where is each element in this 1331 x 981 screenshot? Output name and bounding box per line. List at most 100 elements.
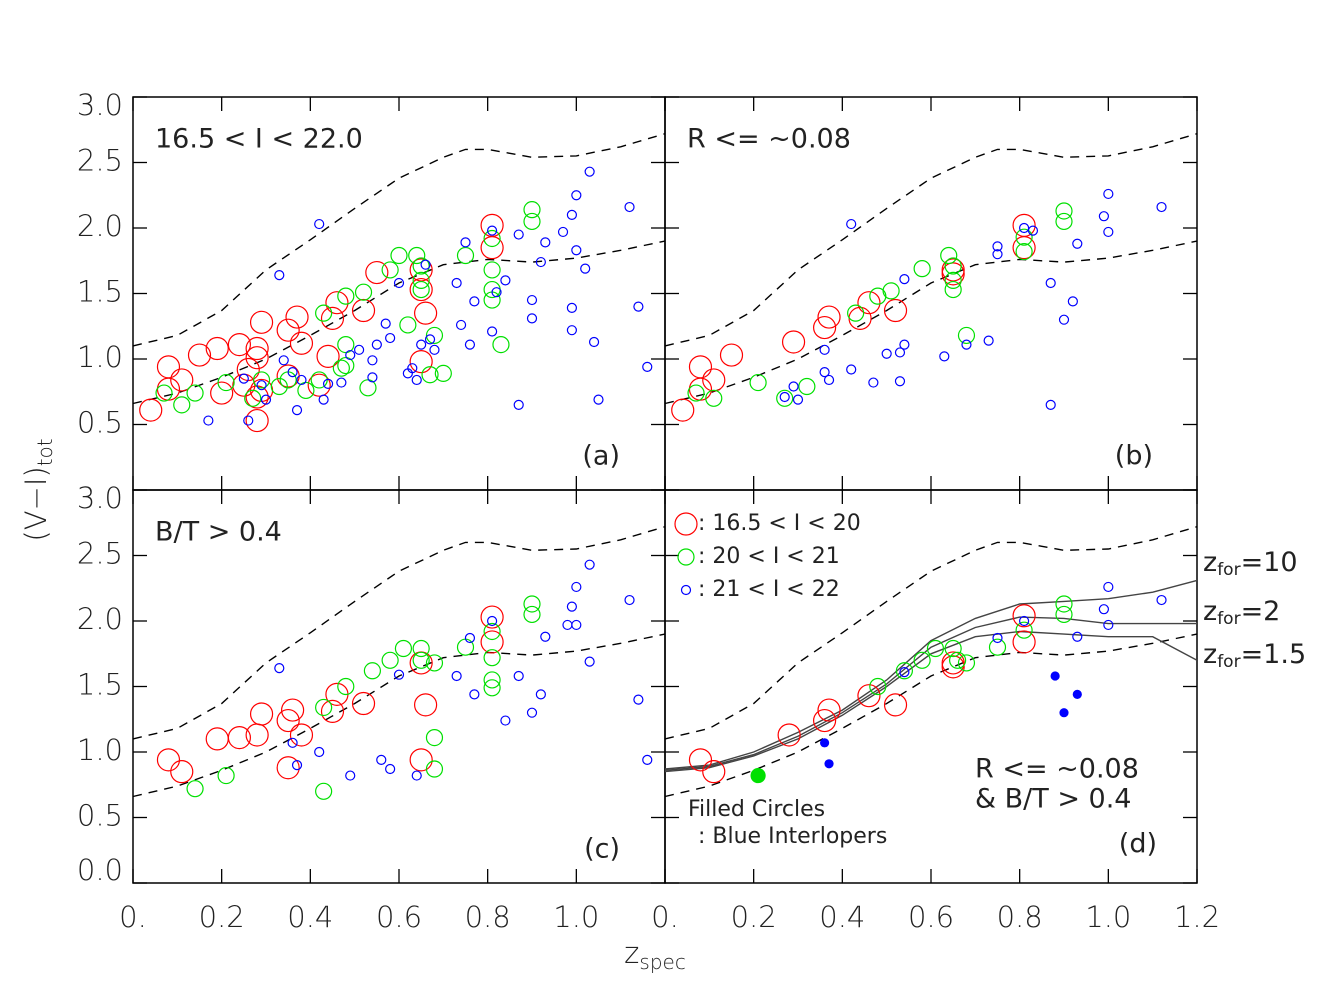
legend-marker — [674, 512, 698, 536]
data-point — [483, 622, 501, 641]
data-point — [390, 246, 408, 265]
data-point — [480, 630, 504, 654]
envelope-line — [664, 526, 1198, 740]
data-point — [926, 639, 945, 658]
data-point — [1018, 222, 1030, 234]
data-point — [523, 201, 541, 219]
model-label-prefix: z — [1203, 596, 1217, 627]
x-tick-label: 0.6 — [908, 900, 954, 934]
data-point — [170, 760, 194, 784]
data-point — [562, 619, 573, 631]
data-point — [688, 748, 713, 772]
data-point — [513, 399, 524, 410]
data-point — [243, 415, 254, 426]
data-point — [420, 259, 431, 270]
data-point — [1012, 236, 1036, 260]
data-point — [983, 335, 994, 346]
data-point — [173, 396, 191, 414]
data-point — [425, 728, 444, 747]
data-point — [819, 344, 830, 355]
envelope-line — [132, 633, 666, 798]
data-point — [1015, 242, 1033, 261]
model-label-name: =10 — [1241, 547, 1298, 578]
data-point — [1027, 225, 1039, 236]
data-point — [416, 339, 427, 350]
data-point — [276, 708, 300, 733]
data-point — [526, 313, 538, 324]
data-point — [566, 601, 578, 612]
data-point — [345, 349, 356, 361]
data-point — [792, 394, 804, 405]
data-point — [633, 301, 644, 312]
data-point — [944, 280, 962, 299]
model-line — [664, 616, 1197, 771]
data-point — [526, 294, 538, 306]
data-point — [483, 679, 501, 697]
data-point — [961, 339, 972, 350]
data-point — [434, 364, 452, 383]
data-point — [451, 277, 462, 289]
data-point — [992, 632, 1003, 644]
data-point — [289, 723, 314, 747]
data-point — [523, 605, 541, 624]
data-point — [260, 394, 272, 405]
envelope-line — [132, 526, 666, 740]
data-point — [899, 273, 910, 285]
data-point — [1098, 604, 1110, 615]
data-point — [492, 335, 510, 354]
data-point — [913, 260, 931, 278]
data-point — [781, 330, 806, 354]
data-point — [409, 277, 433, 302]
data-point — [895, 662, 914, 680]
data-point — [320, 306, 345, 330]
data-point — [777, 723, 801, 747]
x-tick-label: 1.0 — [553, 900, 599, 934]
x-tick-label: 0.2 — [199, 900, 245, 934]
data-point — [566, 302, 578, 314]
data-point — [881, 348, 892, 359]
data-point — [1012, 630, 1036, 654]
data-point — [584, 656, 595, 667]
data-point — [421, 366, 439, 384]
data-point — [719, 343, 744, 367]
data-point — [571, 245, 582, 256]
data-point — [812, 315, 837, 340]
model-label-prefix: z — [1203, 639, 1217, 670]
data-point — [535, 256, 546, 268]
data-point — [941, 651, 965, 675]
data-point — [425, 760, 444, 778]
data-point — [464, 339, 476, 350]
model-label-name: =1.5 — [1241, 639, 1307, 670]
x-tick-label: 1.0 — [1085, 900, 1131, 934]
data-point — [487, 615, 498, 627]
data-point — [429, 344, 440, 355]
data-point — [580, 263, 591, 274]
data-point — [276, 756, 300, 780]
data-point — [170, 368, 194, 392]
note: Filled Circles — [688, 797, 825, 822]
model-label-name: =2 — [1241, 596, 1281, 627]
data-point — [513, 670, 524, 682]
data-point — [186, 780, 204, 798]
x-tick-label: 0.8 — [997, 900, 1043, 934]
data-point — [750, 767, 766, 784]
data-point — [483, 229, 501, 248]
y-tick-label: 3.0 — [77, 481, 123, 515]
data-point — [483, 649, 501, 667]
data-point — [354, 344, 365, 355]
data-point — [245, 336, 269, 361]
panel-frame — [132, 96, 666, 491]
x-tick-label: 0.6 — [376, 900, 422, 934]
data-point — [992, 249, 1003, 260]
data-point — [464, 632, 476, 644]
data-point — [291, 759, 303, 771]
data-point — [322, 378, 334, 389]
y-tick-label: 1.5 — [77, 668, 123, 702]
data-point — [393, 277, 405, 289]
data-point — [409, 350, 433, 374]
data-point — [245, 723, 269, 747]
data-point — [1156, 594, 1167, 606]
data-point — [523, 212, 541, 231]
data-point — [1045, 277, 1056, 289]
data-point — [469, 296, 480, 307]
